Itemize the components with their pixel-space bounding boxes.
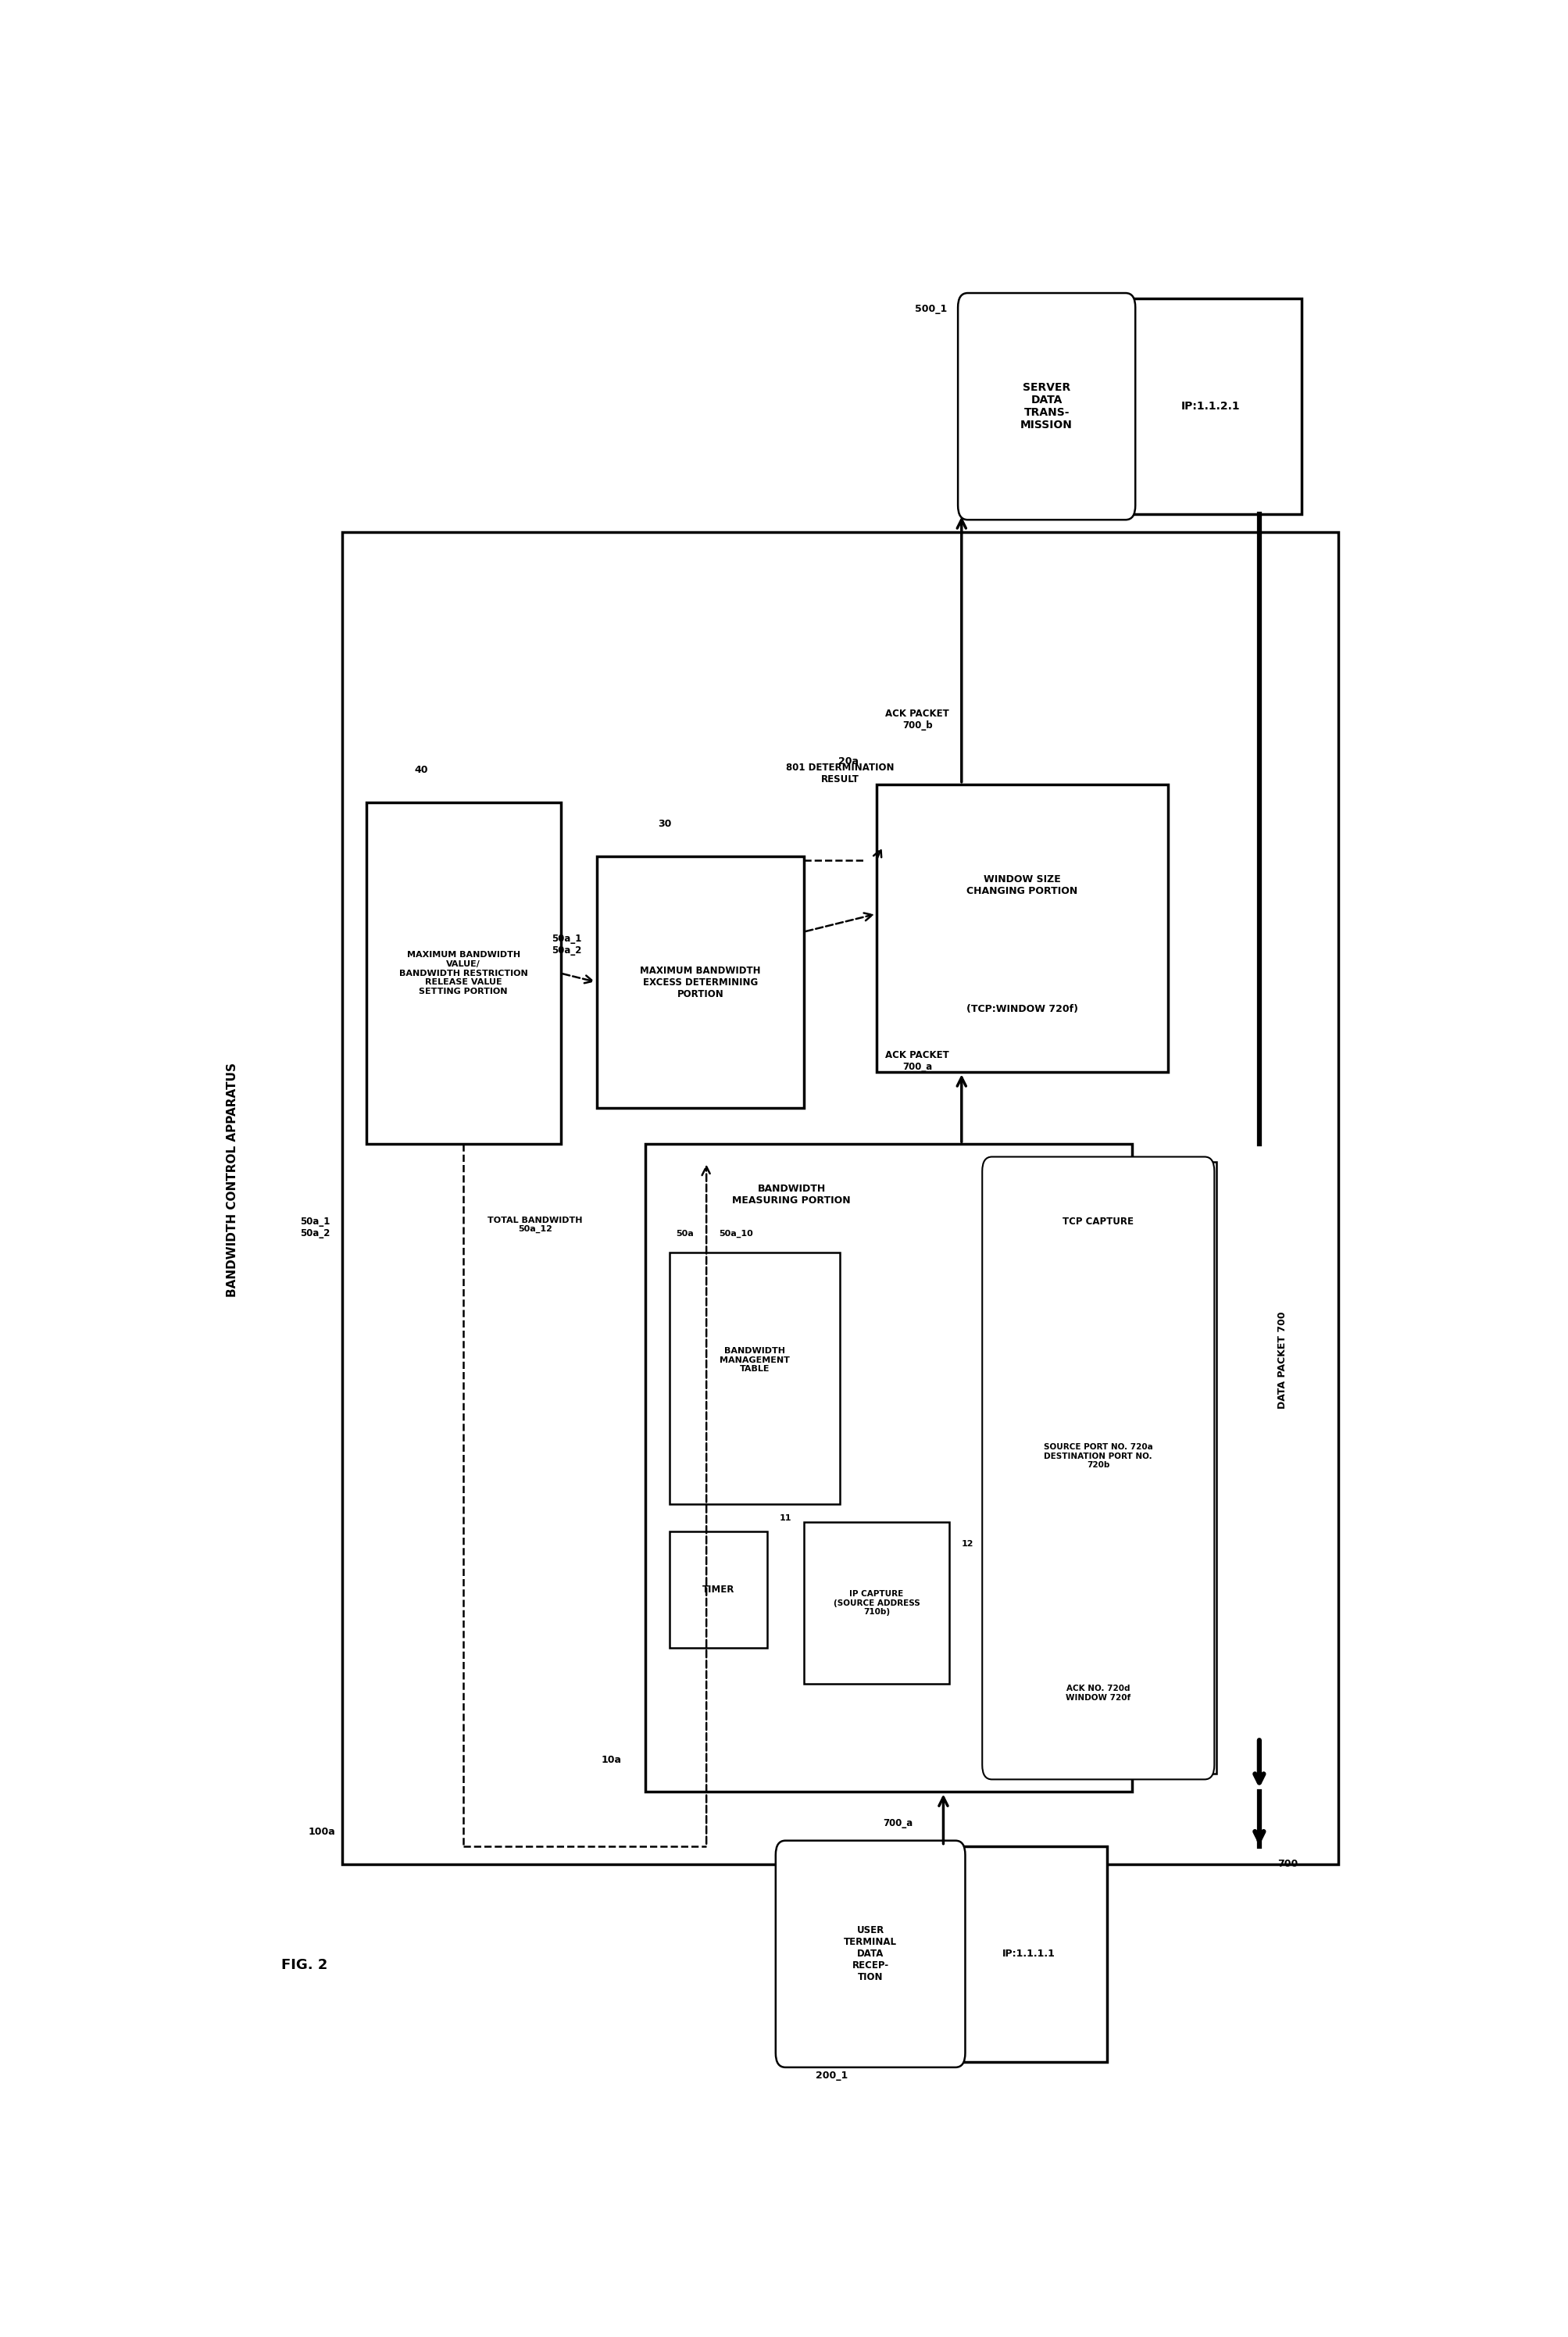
FancyBboxPatch shape — [776, 1842, 966, 2068]
Text: IP:1.1.1.1: IP:1.1.1.1 — [1002, 1949, 1055, 1958]
Bar — [646, 1145, 1132, 1792]
Text: MAXIMUM BANDWIDTH
VALUE/
BANDWIDTH RESTRICTION
RELEASE VALUE
SETTING PORTION: MAXIMUM BANDWIDTH VALUE/ BANDWIDTH RESTR… — [398, 951, 528, 996]
Text: (TCP:WINDOW 720f): (TCP:WINDOW 720f) — [966, 1005, 1079, 1014]
Bar — [779, 1846, 1107, 2061]
Text: FIG. 2: FIG. 2 — [281, 1958, 328, 1972]
Text: 700: 700 — [1278, 1858, 1298, 1870]
Text: 50a_10: 50a_10 — [718, 1229, 753, 1239]
Text: 50a_1
50a_2: 50a_1 50a_2 — [552, 932, 582, 956]
Bar — [877, 785, 1168, 1073]
Text: 500_1: 500_1 — [914, 304, 947, 313]
Text: 40: 40 — [414, 764, 428, 776]
Text: USER
TERMINAL
DATA
RECEP-
TION: USER TERMINAL DATA RECEP- TION — [844, 1926, 897, 1982]
Text: 801 DETERMINATION
RESULT: 801 DETERMINATION RESULT — [786, 762, 894, 785]
Text: 11: 11 — [779, 1514, 792, 1521]
Bar — [961, 299, 1301, 514]
Text: 30: 30 — [659, 820, 671, 830]
FancyBboxPatch shape — [982, 1157, 1214, 1778]
Text: 100a: 100a — [309, 1828, 336, 1837]
Text: TOTAL BANDWIDTH
50a_12: TOTAL BANDWIDTH 50a_12 — [488, 1215, 583, 1234]
Text: BANDWIDTH
MEASURING PORTION: BANDWIDTH MEASURING PORTION — [732, 1185, 851, 1206]
Text: BANDWIDTH CONTROL APPARATUS: BANDWIDTH CONTROL APPARATUS — [227, 1063, 238, 1297]
Bar — [365, 802, 561, 1145]
Text: IP:1.1.2.1: IP:1.1.2.1 — [1181, 402, 1240, 411]
Bar — [986, 1161, 1217, 1774]
Text: BANDWIDTH
MANAGEMENT
TABLE: BANDWIDTH MANAGEMENT TABLE — [720, 1346, 790, 1374]
Bar — [597, 855, 804, 1108]
Text: IP CAPTURE
(SOURCE ADDRESS
710b): IP CAPTURE (SOURCE ADDRESS 710b) — [833, 1589, 920, 1615]
Bar — [804, 1521, 950, 1685]
Text: 50a: 50a — [676, 1229, 693, 1239]
Text: 700_a: 700_a — [883, 1818, 913, 1828]
Text: 20a: 20a — [837, 757, 858, 767]
Bar — [342, 533, 1338, 1865]
Text: 12: 12 — [961, 1540, 974, 1547]
Text: SERVER
DATA
TRANS-
MISSION: SERVER DATA TRANS- MISSION — [1021, 381, 1073, 430]
Text: TCP CAPTURE: TCP CAPTURE — [1063, 1215, 1134, 1227]
Text: 200_1: 200_1 — [815, 2071, 848, 2080]
Text: 50a_1
50a_2: 50a_1 50a_2 — [299, 1215, 329, 1239]
Text: ACK PACKET
700_a: ACK PACKET 700_a — [886, 1049, 949, 1073]
Bar — [670, 1253, 840, 1505]
Text: MAXIMUM BANDWIDTH
EXCESS DETERMINING
PORTION: MAXIMUM BANDWIDTH EXCESS DETERMINING POR… — [640, 965, 760, 998]
Text: 10a: 10a — [601, 1755, 621, 1764]
Text: DATA PACKET 700: DATA PACKET 700 — [1278, 1311, 1287, 1409]
FancyBboxPatch shape — [958, 292, 1135, 519]
Bar — [670, 1531, 767, 1648]
Text: SOURCE PORT NO. 720a
DESTINATION PORT NO.
720b: SOURCE PORT NO. 720a DESTINATION PORT NO… — [1044, 1444, 1152, 1470]
Text: ACK NO. 720d
WINDOW 720f: ACK NO. 720d WINDOW 720f — [1066, 1685, 1131, 1701]
Text: ACK PACKET
700_b: ACK PACKET 700_b — [886, 708, 949, 729]
Text: TIMER: TIMER — [702, 1584, 735, 1594]
Text: WINDOW SIZE
CHANGING PORTION: WINDOW SIZE CHANGING PORTION — [967, 874, 1077, 895]
